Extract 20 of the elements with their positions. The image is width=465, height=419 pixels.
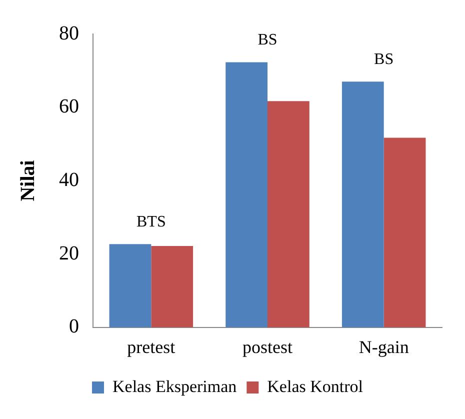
y-tick-label: 20 [59, 242, 79, 264]
bar [109, 244, 152, 328]
bar [151, 246, 194, 328]
y-axis-title: Nilai [17, 160, 40, 202]
annotation: BTS [136, 213, 166, 230]
x-tick-label: N-gain [358, 336, 409, 357]
y-tick-label: 60 [59, 96, 79, 118]
x-tick-label: postest [242, 336, 293, 357]
bar [384, 138, 426, 328]
bar [342, 82, 384, 328]
legend-label: Kelas Kontrol [267, 376, 364, 396]
x-tick-label: pretest [127, 336, 176, 357]
bar [268, 101, 310, 328]
legend-label: Kelas Eksperiman [112, 376, 238, 396]
annotation: BS [258, 31, 278, 48]
bar [226, 62, 268, 328]
y-tick-label: 0 [69, 316, 79, 338]
annotation: BS [374, 50, 394, 68]
y-tick-label: 40 [59, 168, 79, 191]
y-tick-label: 80 [59, 22, 79, 44]
